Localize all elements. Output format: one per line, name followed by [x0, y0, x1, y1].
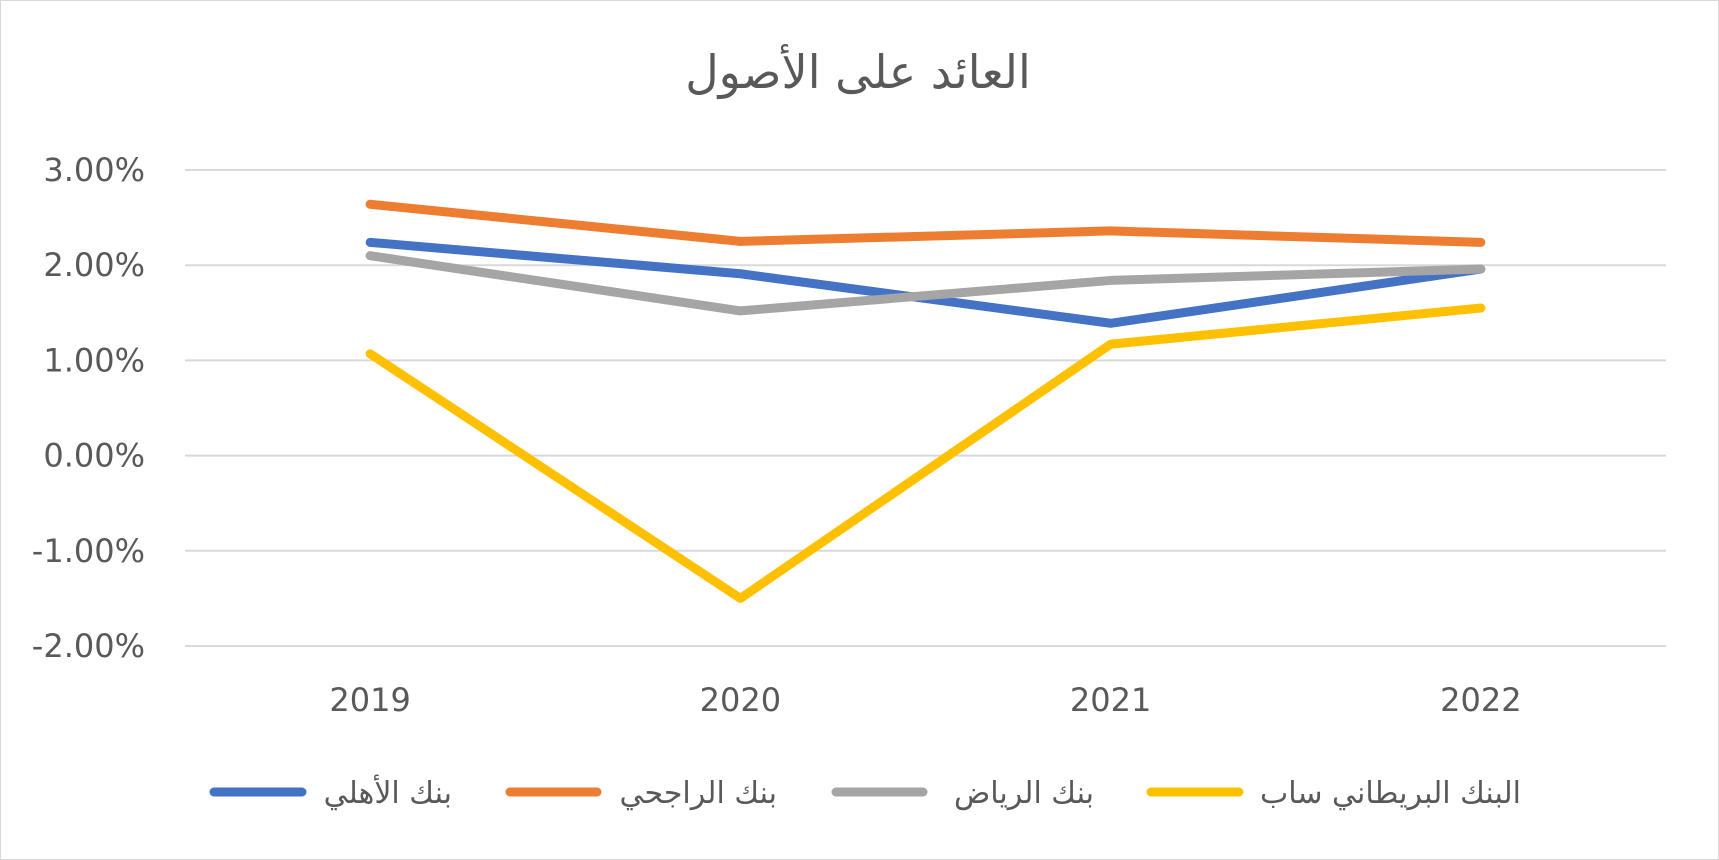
legend-label: بنك الأهلي	[324, 773, 452, 811]
x-tick-label: 2022	[1440, 681, 1521, 719]
legend-label: البنك البريطاني ساب	[1260, 776, 1521, 811]
y-axis-tick-labels: 3.00% 2.00% 1.00% 0.00% -1.00% -2.00%	[32, 151, 145, 665]
y-tick-label: 1.00%	[43, 341, 145, 379]
x-tick-label: 2021	[1070, 681, 1151, 719]
series-line	[365, 251, 1486, 316]
x-axis-tick-labels: 2019 2020 2021 2022	[329, 681, 1521, 719]
legend-label: بنك الراجحي	[620, 776, 778, 811]
series-lines	[365, 199, 1486, 603]
y-tick-label: 2.00%	[43, 246, 145, 284]
y-tick-label: -1.00%	[32, 532, 145, 570]
legend-label: بنك الرياض	[954, 776, 1094, 811]
y-tick-label: -2.00%	[32, 627, 145, 665]
y-tick-label: 3.00%	[43, 151, 145, 189]
x-tick-label: 2020	[700, 681, 781, 719]
chart-title: العائد على الأصول	[685, 43, 1030, 100]
legend: بنك الأهلي بنك الراجحي بنك الرياض البنك الب…	[209, 773, 1521, 811]
x-tick-label: 2019	[329, 681, 410, 719]
series-line	[365, 199, 1486, 247]
series-line	[365, 303, 1486, 603]
y-tick-label: 0.00%	[43, 437, 145, 475]
